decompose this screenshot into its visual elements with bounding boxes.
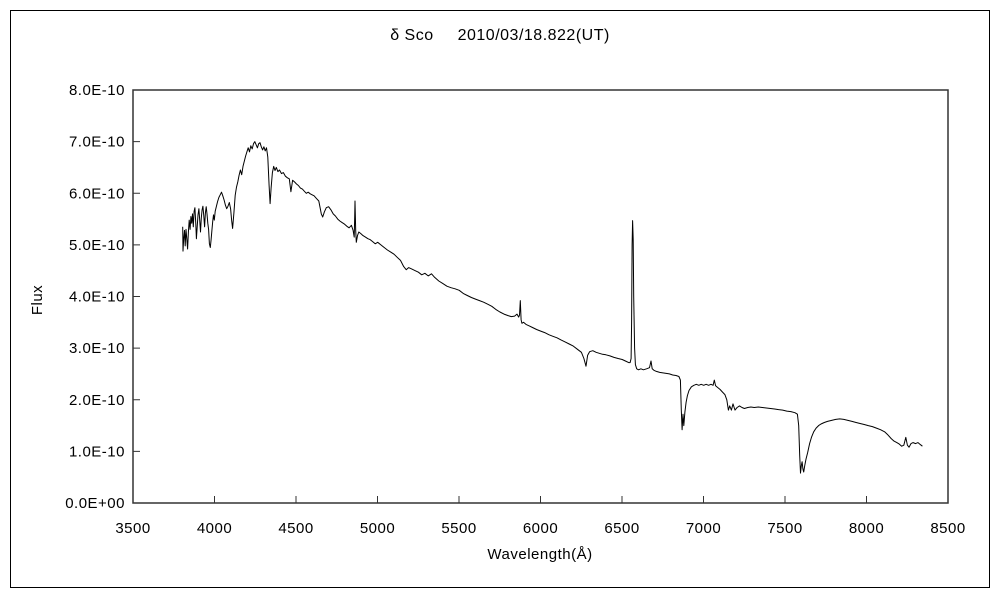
- y-tick-label: 5.0E-10: [69, 237, 125, 254]
- y-tick-label: 3.0E-10: [69, 340, 125, 357]
- x-tick-label: 8000: [849, 520, 884, 537]
- title-date: 2010/03/18.822(UT): [457, 27, 610, 44]
- x-axis-title: Wavelength(Å): [487, 546, 593, 563]
- x-tick-label: 5000: [360, 520, 395, 537]
- x-tick-label: 8500: [930, 520, 965, 537]
- chart-title: δ Sco 2010/03/18.822(UT): [0, 27, 1000, 45]
- x-tick-label: 6500: [604, 520, 639, 537]
- y-tick-label: 8.0E-10: [69, 82, 125, 99]
- y-tick-label: 6.0E-10: [69, 185, 125, 202]
- x-tick-label: 5500: [441, 520, 476, 537]
- y-tick-label: 4.0E-10: [69, 289, 125, 306]
- y-tick-label: 2.0E-10: [69, 392, 125, 409]
- y-tick-label: 0.0E+00: [65, 495, 125, 512]
- title-object-name: δ Sco: [390, 27, 434, 44]
- x-tick-label: 6000: [523, 520, 558, 537]
- x-tick-label: 4000: [197, 520, 232, 537]
- y-tick-label: 1.0E-10: [69, 443, 125, 460]
- y-tick-label: 7.0E-10: [69, 134, 125, 151]
- spectrum-line: [182, 141, 923, 474]
- x-tick-label: 7000: [686, 520, 721, 537]
- x-tick-label: 7500: [767, 520, 802, 537]
- x-tick-label: 3500: [115, 520, 150, 537]
- plot-frame: [132, 89, 949, 504]
- x-tick-label: 4500: [278, 520, 313, 537]
- window-border: [10, 10, 990, 588]
